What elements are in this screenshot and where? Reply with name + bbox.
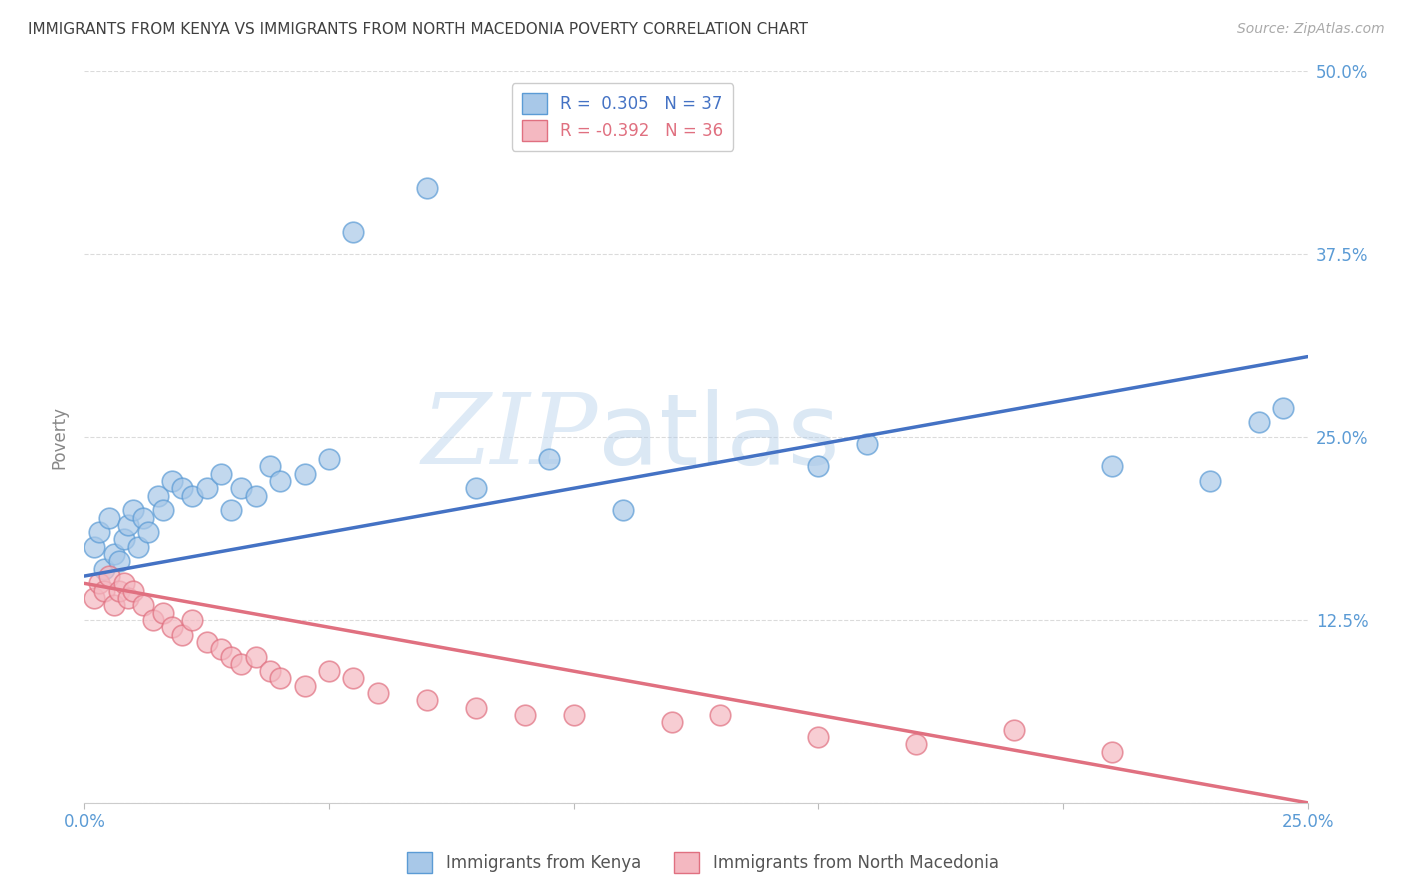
Point bbox=[172, 627, 194, 641]
Point bbox=[562, 708, 585, 723]
Legend: R =  0.305   N = 37, R = -0.392   N = 36: R = 0.305 N = 37, R = -0.392 N = 36 bbox=[512, 83, 734, 151]
Point bbox=[152, 503, 174, 517]
Point bbox=[117, 517, 139, 532]
Y-axis label: Poverty: Poverty bbox=[51, 406, 69, 468]
Point bbox=[1101, 459, 1123, 474]
Point bbox=[181, 613, 204, 627]
Point bbox=[103, 599, 125, 613]
Point bbox=[87, 525, 110, 540]
Point bbox=[93, 562, 115, 576]
Point bbox=[1198, 474, 1220, 488]
Point bbox=[132, 510, 155, 524]
Point bbox=[195, 635, 218, 649]
Point bbox=[1101, 745, 1123, 759]
Point bbox=[513, 708, 536, 723]
Point bbox=[122, 583, 145, 598]
Point bbox=[136, 525, 159, 540]
Point bbox=[807, 459, 830, 474]
Point bbox=[294, 467, 316, 481]
Point bbox=[83, 540, 105, 554]
Point bbox=[103, 547, 125, 561]
Point bbox=[612, 503, 634, 517]
Point bbox=[83, 591, 105, 605]
Point bbox=[245, 489, 267, 503]
Point bbox=[856, 437, 879, 451]
Point bbox=[229, 657, 252, 671]
Point bbox=[709, 708, 731, 723]
Text: Source: ZipAtlas.com: Source: ZipAtlas.com bbox=[1237, 22, 1385, 37]
Point bbox=[464, 481, 486, 495]
Point bbox=[464, 700, 486, 714]
Point bbox=[142, 613, 165, 627]
Point bbox=[269, 672, 291, 686]
Point bbox=[209, 642, 232, 657]
Point bbox=[229, 481, 252, 495]
Text: atlas: atlas bbox=[598, 389, 839, 485]
Point bbox=[219, 503, 242, 517]
Point bbox=[181, 489, 204, 503]
Legend: Immigrants from Kenya, Immigrants from North Macedonia: Immigrants from Kenya, Immigrants from N… bbox=[401, 846, 1005, 880]
Point bbox=[97, 510, 120, 524]
Point bbox=[342, 225, 364, 239]
Point bbox=[107, 583, 129, 598]
Point bbox=[245, 649, 267, 664]
Point bbox=[152, 606, 174, 620]
Point bbox=[661, 715, 683, 730]
Point bbox=[219, 649, 242, 664]
Point bbox=[122, 503, 145, 517]
Point bbox=[1002, 723, 1025, 737]
Point bbox=[294, 679, 316, 693]
Point bbox=[1247, 416, 1270, 430]
Point bbox=[269, 474, 291, 488]
Point bbox=[97, 569, 120, 583]
Point bbox=[367, 686, 389, 700]
Point bbox=[107, 554, 129, 568]
Point bbox=[416, 693, 439, 707]
Point bbox=[318, 452, 340, 467]
Point bbox=[117, 591, 139, 605]
Text: IMMIGRANTS FROM KENYA VS IMMIGRANTS FROM NORTH MACEDONIA POVERTY CORRELATION CHA: IMMIGRANTS FROM KENYA VS IMMIGRANTS FROM… bbox=[28, 22, 808, 37]
Point bbox=[259, 664, 281, 678]
Point bbox=[87, 576, 110, 591]
Point bbox=[807, 730, 830, 744]
Point bbox=[209, 467, 232, 481]
Point bbox=[172, 481, 194, 495]
Point bbox=[1272, 401, 1295, 415]
Point bbox=[538, 452, 561, 467]
Point bbox=[112, 533, 135, 547]
Text: ZIP: ZIP bbox=[422, 390, 598, 484]
Point bbox=[132, 599, 155, 613]
Point bbox=[162, 474, 184, 488]
Point bbox=[127, 540, 149, 554]
Point bbox=[112, 576, 135, 591]
Point bbox=[195, 481, 218, 495]
Point bbox=[905, 737, 928, 751]
Point bbox=[93, 583, 115, 598]
Point bbox=[416, 181, 439, 195]
Point bbox=[259, 459, 281, 474]
Point bbox=[342, 672, 364, 686]
Point bbox=[146, 489, 169, 503]
Point bbox=[162, 620, 184, 634]
Point bbox=[318, 664, 340, 678]
